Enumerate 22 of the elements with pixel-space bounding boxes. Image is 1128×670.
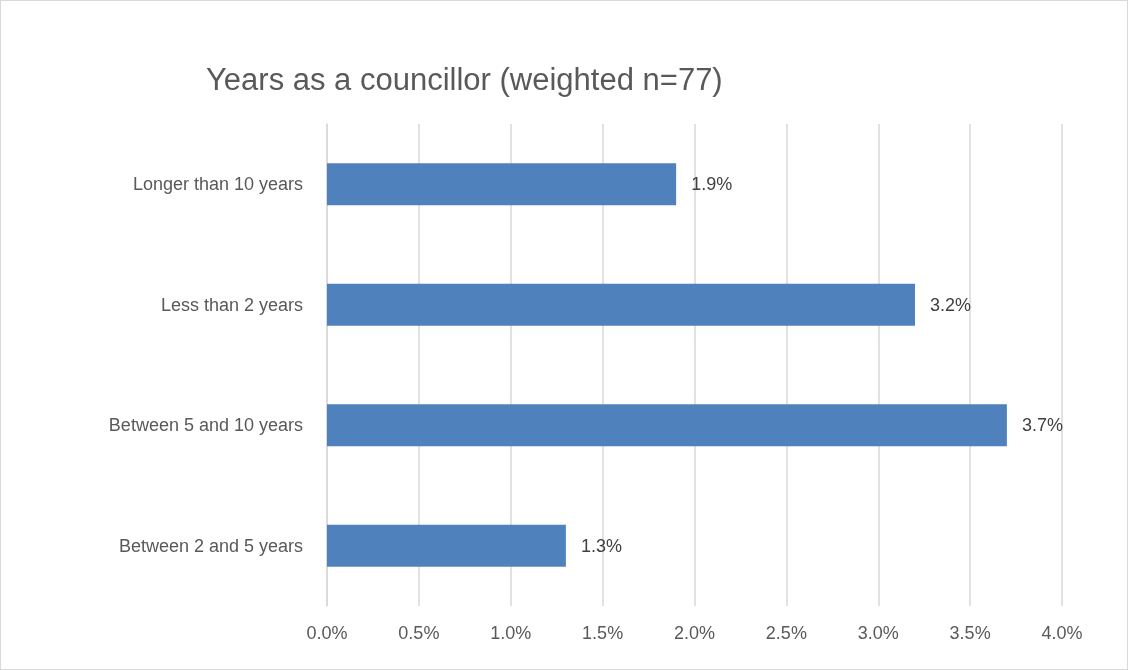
bar [327,163,677,206]
y-tick-label: Longer than 10 years [132,174,303,195]
chart-title: Years as a councillor (weighted n=77) [206,62,723,97]
x-tick-label: 0.0% [306,623,348,643]
x-tick-label: 4.0% [1041,623,1083,643]
data-label: 3.7% [1021,415,1063,436]
x-tick-label: 1.5% [582,623,624,643]
y-tick-label: Between 2 and 5 years [118,535,303,556]
data-label: 1.3% [580,535,622,556]
bar [327,283,915,326]
x-tick-label: 2.5% [765,623,807,643]
data-label: 1.9% [691,174,733,195]
bar [327,524,566,567]
y-tick-label: Between 5 and 10 years [108,415,303,436]
x-tick-label: 2.0% [673,623,716,643]
y-tick-label: Less than 2 years [160,294,303,315]
x-tick-label: 3.5% [949,623,991,643]
x-tick-label: 0.5% [398,623,440,643]
x-tick-label: 1.0% [490,623,532,643]
data-label: 3.2% [930,294,972,315]
x-tick-label: 3.0% [857,623,899,643]
bar [327,404,1007,447]
